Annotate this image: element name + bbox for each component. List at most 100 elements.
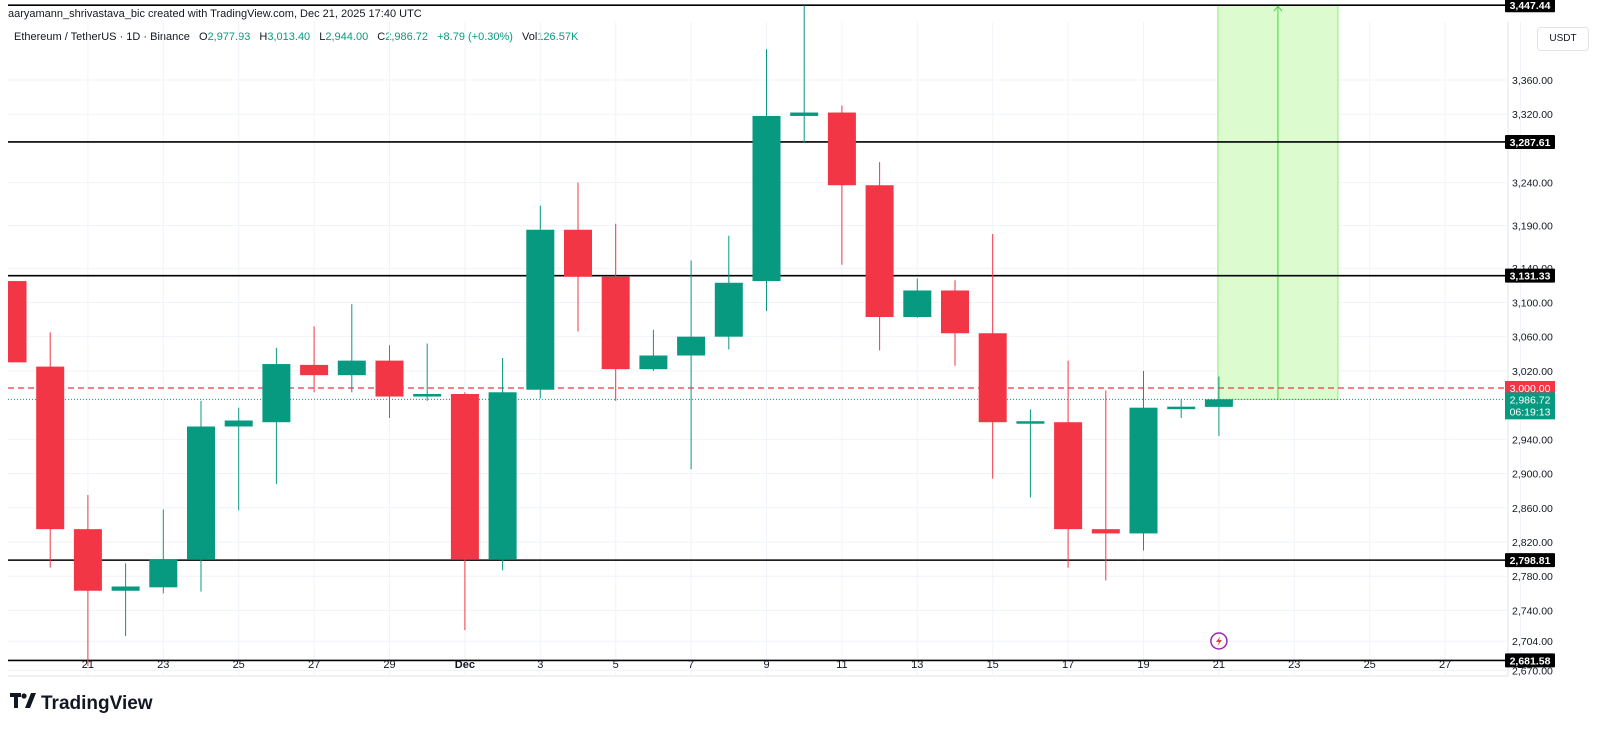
alert-price-tag xyxy=(1505,381,1555,395)
candle xyxy=(677,260,706,470)
candle-body xyxy=(526,229,555,390)
candle xyxy=(187,400,215,592)
level-price-tag xyxy=(1505,134,1555,149)
candle-body xyxy=(8,281,27,363)
candle-layer xyxy=(8,5,1233,667)
level-price-label: 3,131.33 xyxy=(1510,271,1551,283)
high-label: H xyxy=(259,31,268,43)
y-tick-label: 3,190.00 xyxy=(1512,220,1553,232)
level-price-label: 3,287.61 xyxy=(1510,137,1551,149)
candle xyxy=(1054,360,1083,568)
candle xyxy=(564,182,592,332)
y-tick-label: 3,240.00 xyxy=(1512,178,1553,190)
y-tick-label: 2,900.00 xyxy=(1512,469,1553,481)
candle xyxy=(1167,399,1196,418)
level-price-label: 2,681.58 xyxy=(1510,655,1551,667)
level-price-label: 2,798.81 xyxy=(1510,555,1551,567)
level-price-tag xyxy=(1505,553,1555,568)
chart-author-meta: aaryamann_shrivastava_bic created with T… xyxy=(8,8,422,20)
candle xyxy=(73,494,102,667)
x-tick-label: 19 xyxy=(1137,659,1149,671)
flash-event-bolt xyxy=(1215,636,1222,646)
change-value: +8.79 (+0.30%) xyxy=(437,31,513,43)
last-price-label: 2,986.72 xyxy=(1510,394,1551,406)
candle-body xyxy=(752,115,781,282)
x-tick-label: 25 xyxy=(233,659,245,671)
y-tick-label: 3,060.00 xyxy=(1512,332,1553,344)
candle xyxy=(488,358,517,571)
candle-body xyxy=(1016,421,1045,424)
tradingview-brand: TradingView xyxy=(41,693,153,714)
x-tick-label: 15 xyxy=(987,659,999,671)
flash-event-icon xyxy=(1210,632,1228,650)
candle xyxy=(827,105,856,265)
candle-body xyxy=(827,112,856,186)
low-label: L xyxy=(319,31,326,43)
y-tick-label: 3,360.00 xyxy=(1512,75,1553,87)
candle-body xyxy=(488,392,517,560)
high-value: 3,013.40 xyxy=(267,31,311,43)
low-value: 2,944.00 xyxy=(325,31,369,43)
candle-body xyxy=(224,420,253,427)
x-tick-label: 3 xyxy=(537,659,543,671)
candle xyxy=(865,162,894,351)
candle xyxy=(714,235,743,350)
close-value: 2,986.72 xyxy=(385,31,429,43)
candle xyxy=(1091,390,1120,581)
candle-body xyxy=(187,426,215,560)
candle xyxy=(224,407,253,511)
candle-body xyxy=(1204,399,1233,407)
candle xyxy=(300,326,329,393)
candle-body xyxy=(262,364,291,423)
symbol-info-bar: Ethereum / TetherUS · 1D · Binance O2,97… xyxy=(14,31,578,43)
candle xyxy=(36,332,65,568)
y-tick-label: 3,020.00 xyxy=(1512,366,1553,378)
candle xyxy=(639,329,668,371)
symbol-name[interactable]: Ethereum / TetherUS · 1D · Binance xyxy=(14,31,190,43)
x-tick-label: 21 xyxy=(82,659,94,671)
y-tick-label: 2,740.00 xyxy=(1512,605,1553,617)
currency-button[interactable]: USDT xyxy=(1537,27,1589,51)
candle xyxy=(1204,376,1233,436)
tradingview-footer[interactable]: TradingView xyxy=(10,693,153,715)
candle-body xyxy=(601,276,630,370)
measure-arrow-head xyxy=(1273,5,1283,12)
candle-body xyxy=(1167,406,1196,410)
x-tick-label: 23 xyxy=(1288,659,1300,671)
x-tick-label: 25 xyxy=(1364,659,1376,671)
candle xyxy=(8,281,27,363)
axis-layer: 2,670.00 2,704.00 2,740.00 2,780.00 2,820.00… xyxy=(82,75,1553,677)
candle-body xyxy=(903,290,932,317)
x-tick-label: 7 xyxy=(688,659,694,671)
candle xyxy=(149,509,178,594)
label-layer: 3,447.44 3,287.61 3,131.33 2,798.81 2,681.58… xyxy=(1210,0,1555,668)
x-tick-label: 29 xyxy=(383,659,395,671)
candle-body xyxy=(300,364,329,376)
candle-body xyxy=(564,229,592,277)
y-tick-label: 2,940.00 xyxy=(1512,434,1553,446)
candle xyxy=(601,223,630,401)
x-tick-label: 21 xyxy=(1213,659,1225,671)
candle xyxy=(337,304,366,393)
candle-body xyxy=(677,336,706,356)
candle-body xyxy=(36,366,65,530)
y-tick-label: 2,670.00 xyxy=(1512,665,1553,677)
candle-body xyxy=(941,290,969,334)
candle xyxy=(790,5,819,143)
candle xyxy=(450,392,479,631)
candle xyxy=(941,280,969,366)
candle-body xyxy=(1054,422,1083,530)
level-price-tag xyxy=(1505,653,1555,668)
candle xyxy=(1016,409,1045,498)
bar-countdown-label: 06:19:13 xyxy=(1510,406,1551,418)
candle xyxy=(111,563,140,637)
candle-body xyxy=(714,282,743,337)
y-tick-label: 2,704.00 xyxy=(1512,636,1553,648)
open-value: 2,977.93 xyxy=(207,31,251,43)
candle xyxy=(903,278,932,318)
y-tick-label: 2,820.00 xyxy=(1512,537,1553,549)
x-tick-label: Dec xyxy=(455,659,475,671)
alert-price-label: 3,000.00 xyxy=(1510,383,1551,395)
candle-body xyxy=(1129,407,1158,534)
